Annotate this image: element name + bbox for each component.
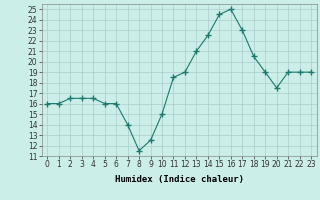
X-axis label: Humidex (Indice chaleur): Humidex (Indice chaleur) xyxy=(115,175,244,184)
